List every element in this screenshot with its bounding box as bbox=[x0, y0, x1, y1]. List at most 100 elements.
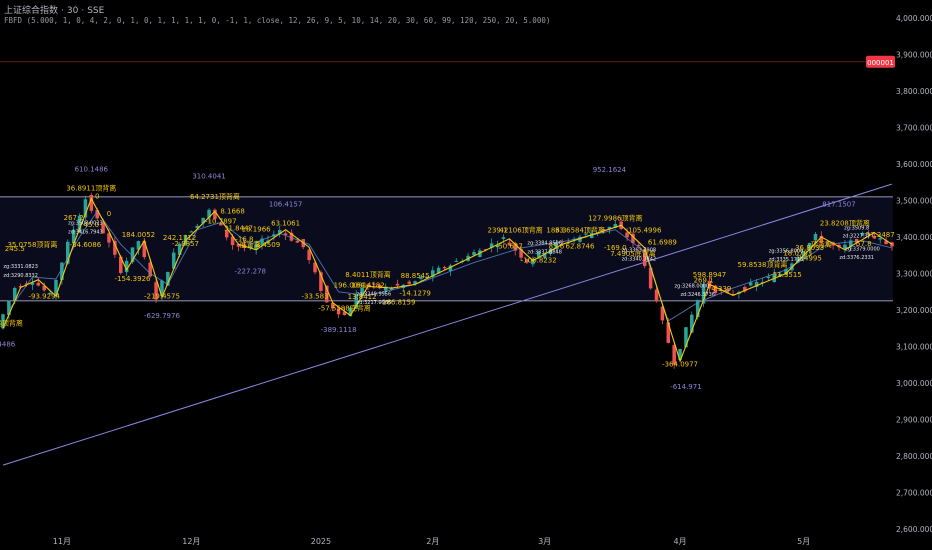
candle-body bbox=[825, 242, 829, 244]
candle-body bbox=[660, 306, 665, 321]
zigzag-value-label: 267.2 bbox=[64, 214, 84, 222]
y-tick-label: 3,200.0000 bbox=[896, 306, 932, 315]
pivot-zone-label: zd:3335.1713 bbox=[769, 257, 804, 263]
zigzag-value-label: 42106顶背离 bbox=[499, 226, 542, 235]
candle-body bbox=[472, 252, 476, 256]
symbol-header[interactable]: 上证综合指数 · 30 · SSE bbox=[4, 3, 104, 16]
candle-body bbox=[260, 238, 264, 246]
price-badge[interactable] bbox=[866, 55, 895, 68]
zigzag-value-label: -364.0977 bbox=[662, 361, 698, 369]
zigzag-line bbox=[2, 197, 893, 363]
candle-body bbox=[66, 241, 70, 264]
candle-body bbox=[478, 250, 482, 258]
y-tick-label: 2,900.0000 bbox=[896, 416, 932, 425]
candle-body bbox=[42, 285, 46, 291]
pivot-zone-label: zd:3337.8848 bbox=[527, 249, 562, 255]
candle-body bbox=[519, 249, 523, 258]
candle-body bbox=[113, 240, 117, 255]
macd-value-label: -389.1118 bbox=[321, 326, 357, 334]
symbol-name: 上证综合指数 bbox=[4, 6, 59, 16]
candle-body bbox=[372, 283, 376, 285]
candle-body bbox=[425, 276, 429, 278]
candle-body bbox=[366, 284, 370, 287]
zigzag-value-label: 31.8447 bbox=[224, 224, 253, 232]
zigzag-value-label: 242.1712 bbox=[163, 234, 196, 242]
zigzag-value-label: 57.2487 bbox=[866, 231, 895, 239]
zigzag-value-label: -219.4575 bbox=[144, 292, 180, 300]
pivot-zone-label: zg:3509.8 bbox=[844, 226, 869, 232]
candle-body bbox=[819, 235, 824, 243]
zigzag-value-label: 3.4509 bbox=[256, 241, 281, 249]
candle-body bbox=[678, 349, 682, 360]
candle-body bbox=[54, 279, 58, 296]
candle-body bbox=[254, 244, 258, 250]
candle-body bbox=[884, 240, 888, 245]
macd-value-label: -614.971 bbox=[670, 383, 701, 391]
candle-body bbox=[554, 242, 559, 250]
header-separator-2: · bbox=[81, 6, 85, 16]
pivot-zone-label: zg:3508.0023 bbox=[68, 221, 103, 227]
y-tick-label: 2,800.0000 bbox=[896, 452, 932, 461]
trend-line bbox=[2, 183, 893, 466]
candle-body bbox=[313, 262, 317, 273]
pivot-zone-label: zg:3363.7908 bbox=[622, 248, 657, 254]
candle-body bbox=[701, 284, 706, 304]
candle-body bbox=[160, 280, 164, 296]
indicator-header[interactable]: FBFD (5.000, 1, 0, 4, 2, 0, 1, 0, 1, 1, … bbox=[4, 16, 550, 25]
pivot-zone-label: zg:3379.0000 bbox=[845, 247, 880, 253]
pivot-zone-label: zd:3246.3736 bbox=[680, 292, 715, 298]
candle-body bbox=[307, 249, 311, 261]
macd-value-label: 952.1624 bbox=[593, 166, 627, 174]
zigzag-value-label: 33.6584顶背离 bbox=[555, 226, 605, 235]
pivot-zone-label: zd:3340.3842 bbox=[622, 257, 657, 263]
interval-label[interactable]: 30 bbox=[66, 6, 79, 16]
candle-body bbox=[878, 238, 882, 240]
y-tick-label: 3,500.0000 bbox=[896, 197, 932, 206]
macd-line bbox=[8, 210, 893, 322]
pivot-zone-label: zg:3331.0823 bbox=[3, 264, 38, 270]
zigzag-value-label: 18.0793 bbox=[783, 249, 812, 257]
candle-body bbox=[166, 271, 170, 286]
macd-value-label: -227.278 bbox=[235, 268, 266, 276]
y-tick-label: 3,400.0000 bbox=[896, 233, 932, 242]
candle-body bbox=[360, 287, 364, 296]
candle-body bbox=[213, 209, 217, 219]
candle-body bbox=[348, 307, 353, 317]
candle-body bbox=[436, 267, 441, 274]
y-tick-label: 2,600.0000 bbox=[896, 525, 932, 534]
candle-body bbox=[507, 242, 512, 246]
candle-body bbox=[395, 283, 400, 286]
candle-body bbox=[672, 345, 676, 365]
candle-body bbox=[154, 282, 158, 300]
candle-body bbox=[442, 267, 447, 269]
candle-body bbox=[625, 232, 629, 238]
candle-body bbox=[495, 244, 500, 248]
y-tick-label: 3,100.0000 bbox=[896, 343, 932, 352]
candle-body bbox=[383, 286, 388, 291]
candle-body bbox=[454, 260, 459, 262]
pivot-zone-label: zg:3356.8000 bbox=[769, 248, 804, 254]
pivot-zone-label: zd:3290.8332 bbox=[3, 273, 38, 279]
candle-body bbox=[642, 249, 647, 266]
candle-body bbox=[177, 243, 182, 255]
price-badge-label: 000001 bbox=[867, 59, 894, 67]
candle-body bbox=[631, 233, 635, 243]
zigzag-value-label: 85.6 bbox=[549, 243, 565, 251]
macd-value-label: 610.1486 bbox=[75, 165, 109, 173]
y-tick-label: 3,000.0000 bbox=[896, 379, 932, 388]
candle-body bbox=[89, 195, 94, 211]
zigzag-value-label: -57.5588底背离 bbox=[318, 304, 370, 313]
candle-body bbox=[389, 288, 394, 290]
x-tick-label: 2025 bbox=[311, 537, 331, 546]
candle-body bbox=[189, 231, 194, 233]
macd-value-label: 310.4041 bbox=[192, 173, 225, 181]
zigzag-value-label: 105.4996 bbox=[628, 227, 662, 235]
candle-body bbox=[743, 286, 747, 292]
zigzag-value-label: -16.8 bbox=[235, 235, 253, 243]
y-tick-label: 3,600.0000 bbox=[896, 160, 932, 169]
candle-body bbox=[748, 282, 753, 286]
candle-body bbox=[354, 294, 358, 309]
zigzag-value-label: 3.4995 bbox=[797, 255, 822, 263]
